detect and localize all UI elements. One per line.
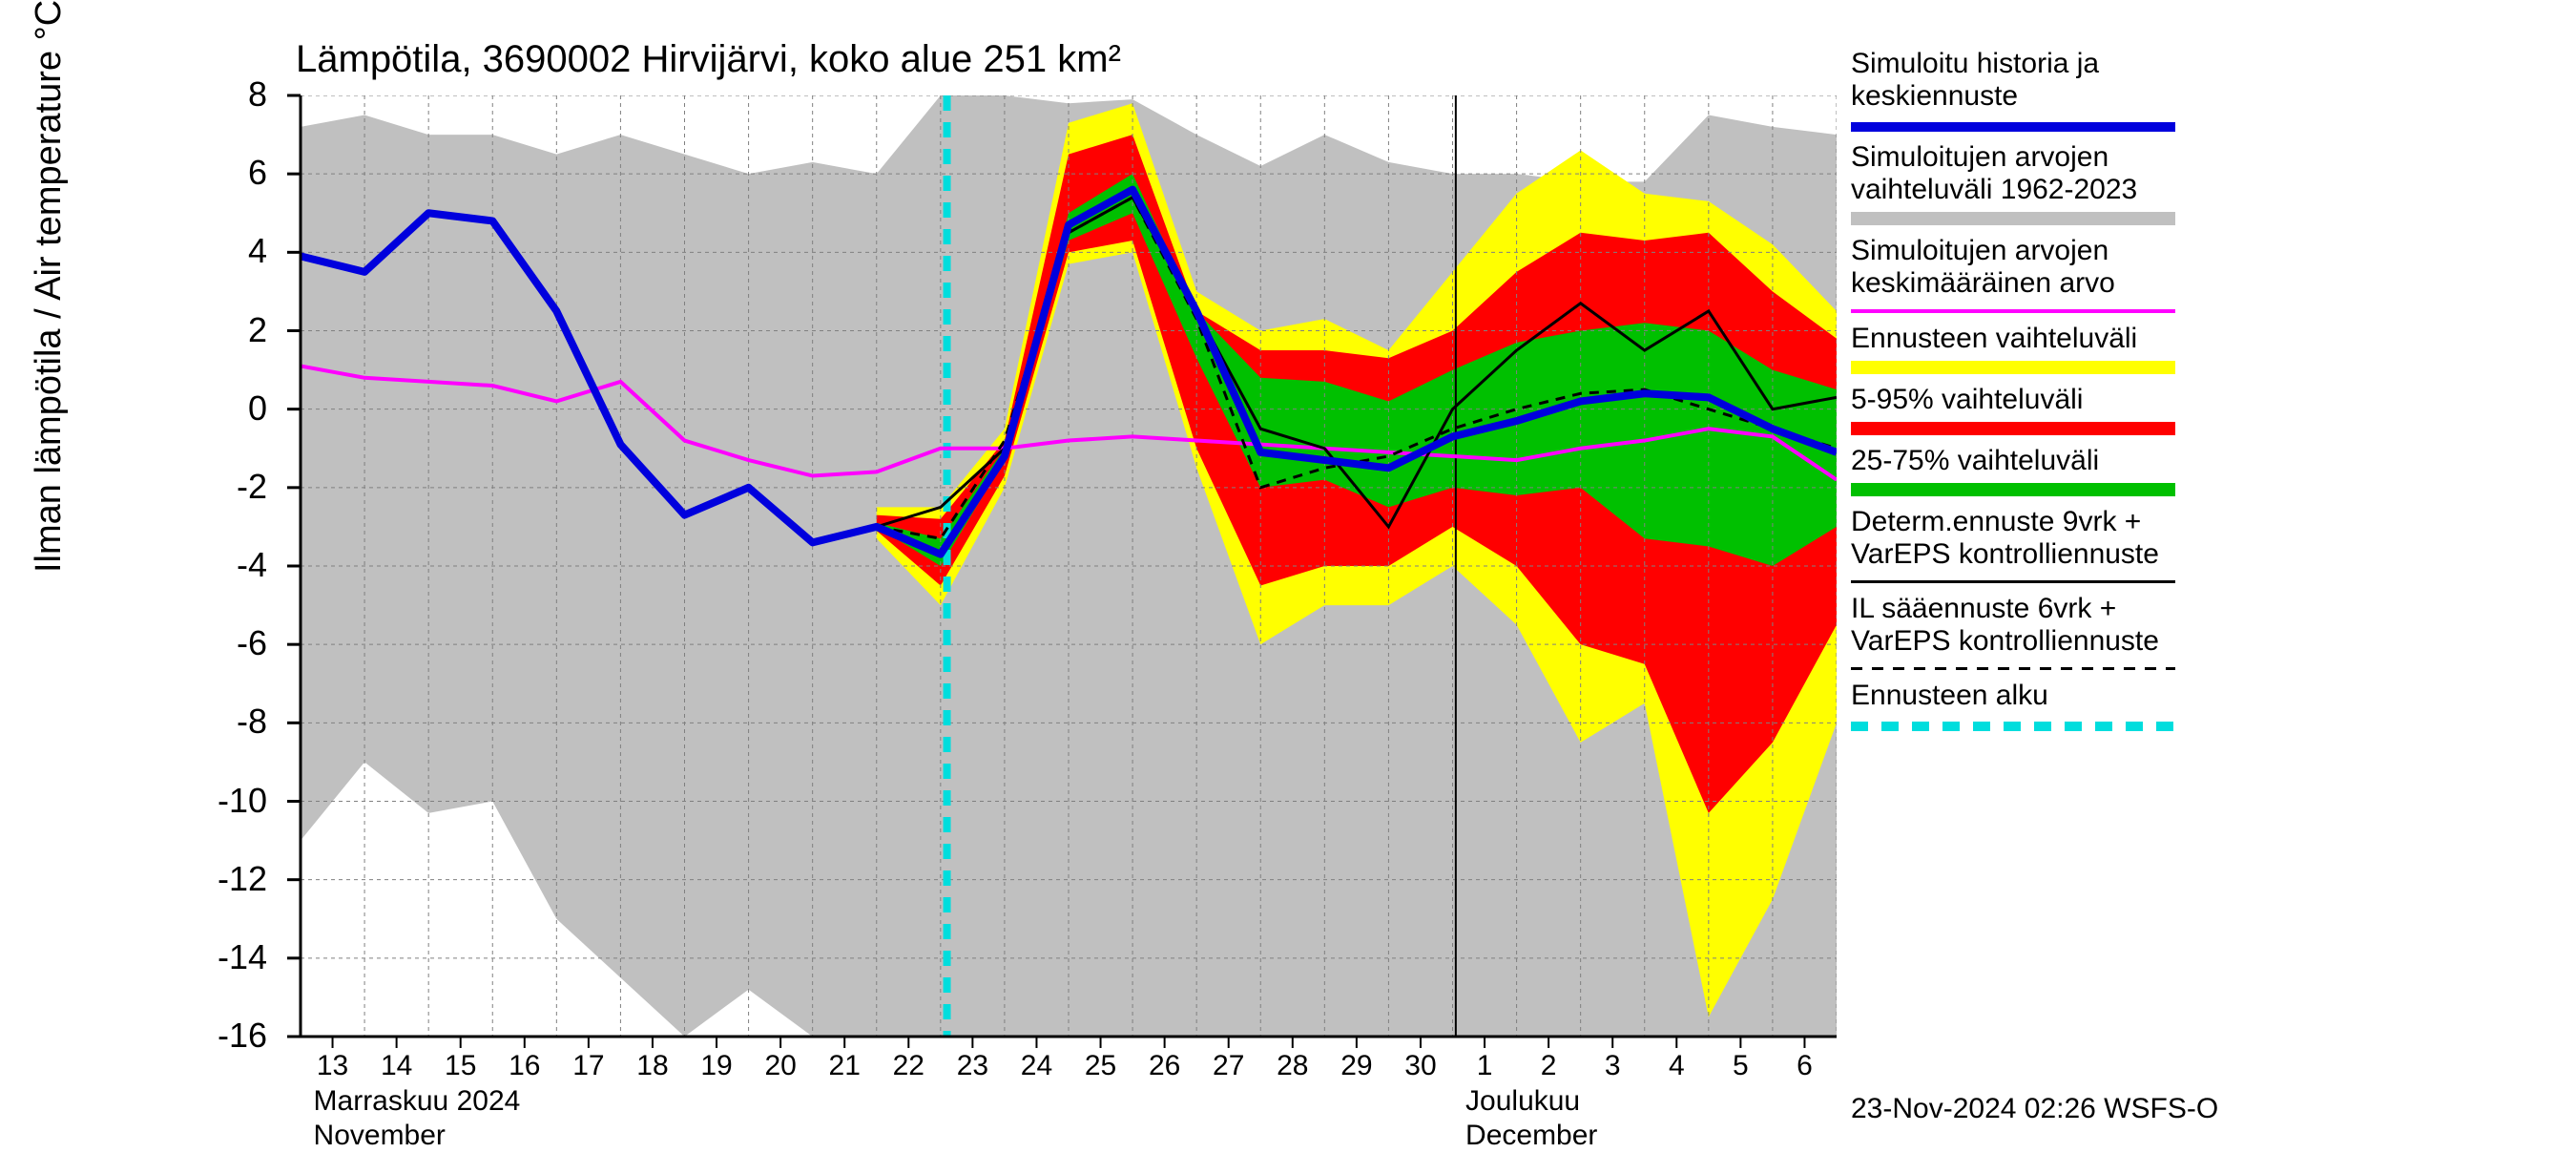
legend-item: 5-95% vaihteluväli xyxy=(1851,384,2175,435)
legend-swatch xyxy=(1851,422,2175,435)
legend-label: keskiennuste xyxy=(1851,80,2175,113)
x-tick: 4 xyxy=(1657,1050,1695,1082)
x-tick: 15 xyxy=(442,1050,480,1082)
legend-swatch xyxy=(1851,212,2175,225)
page-root: Lämpötila, 3690002 Hirvijärvi, koko alue… xyxy=(0,0,2576,1145)
y-tick: 4 xyxy=(76,231,267,271)
legend-swatch xyxy=(1851,309,2175,313)
x-tick: 3 xyxy=(1593,1050,1631,1082)
y-tick: -6 xyxy=(76,623,267,663)
legend-swatch xyxy=(1851,722,2175,731)
y-tick: -16 xyxy=(76,1016,267,1056)
legend-swatch xyxy=(1851,580,2175,583)
y-tick: -12 xyxy=(76,859,267,899)
x-tick: 27 xyxy=(1210,1050,1248,1082)
legend-label: vaihteluväli 1962-2023 xyxy=(1851,174,2175,206)
legend-item: Simuloitujen arvojenvaihteluväli 1962-20… xyxy=(1851,141,2175,225)
legend-swatch xyxy=(1851,361,2175,374)
x-tick: 19 xyxy=(697,1050,736,1082)
legend-label: 25-75% vaihteluväli xyxy=(1851,445,2175,477)
legend-swatch xyxy=(1851,483,2175,496)
legend-label: VarEPS kontrolliennuste xyxy=(1851,538,2175,571)
x-tick: 25 xyxy=(1082,1050,1120,1082)
x-tick: 5 xyxy=(1721,1050,1759,1082)
y-tick: -2 xyxy=(76,467,267,507)
x-tick: 24 xyxy=(1017,1050,1055,1082)
legend-label: Ennusteen alku xyxy=(1851,680,2175,712)
month-label: JoulukuuDecember xyxy=(1465,1084,1597,1153)
legend: Simuloitu historia jakeskiennusteSimuloi… xyxy=(1851,48,2175,741)
legend-item: IL sääennuste 6vrk + VarEPS kontrollienn… xyxy=(1851,593,2175,670)
x-tick: 21 xyxy=(825,1050,863,1082)
x-tick: 22 xyxy=(889,1050,927,1082)
legend-label: 5-95% vaihteluväli xyxy=(1851,384,2175,416)
x-tick: 6 xyxy=(1785,1050,1823,1082)
legend-item: Determ.ennuste 9vrk +VarEPS kontrollienn… xyxy=(1851,506,2175,583)
legend-label: keskimääräinen arvo xyxy=(1851,267,2175,300)
legend-swatch xyxy=(1851,122,2175,132)
x-tick: 17 xyxy=(570,1050,608,1082)
x-tick: 13 xyxy=(314,1050,352,1082)
x-tick: 1 xyxy=(1465,1050,1504,1082)
x-tick: 26 xyxy=(1146,1050,1184,1082)
legend-label: VarEPS kontrolliennuste xyxy=(1851,625,2175,658)
legend-label: Determ.ennuste 9vrk + xyxy=(1851,506,2175,538)
legend-item: Ennusteen vaihteluväli xyxy=(1851,323,2175,374)
x-tick: 30 xyxy=(1402,1050,1440,1082)
footer-timestamp: 23-Nov-2024 02:26 WSFS-O xyxy=(1851,1093,2218,1125)
y-tick: 2 xyxy=(76,310,267,350)
x-tick: 23 xyxy=(953,1050,991,1082)
x-tick: 20 xyxy=(761,1050,800,1082)
y-tick: -10 xyxy=(76,781,267,821)
legend-label: Simuloitujen arvojen xyxy=(1851,141,2175,174)
x-tick: 2 xyxy=(1529,1050,1568,1082)
y-tick: -4 xyxy=(76,545,267,585)
y-tick: -8 xyxy=(76,702,267,742)
legend-swatch xyxy=(1851,667,2175,670)
x-tick: 14 xyxy=(378,1050,416,1082)
y-tick: 6 xyxy=(76,153,267,193)
legend-item: Ennusteen alku xyxy=(1851,680,2175,731)
x-tick: 16 xyxy=(506,1050,544,1082)
legend-label: Ennusteen vaihteluväli xyxy=(1851,323,2175,355)
legend-item: Simuloitu historia jakeskiennuste xyxy=(1851,48,2175,132)
legend-item: 25-75% vaihteluväli xyxy=(1851,445,2175,496)
x-tick: 29 xyxy=(1338,1050,1376,1082)
month-label: Marraskuu 2024November xyxy=(314,1084,521,1153)
legend-label: IL sääennuste 6vrk + xyxy=(1851,593,2175,625)
legend-item: Simuloitujen arvojenkeskimääräinen arvo xyxy=(1851,235,2175,313)
x-tick: 18 xyxy=(634,1050,672,1082)
y-tick: 0 xyxy=(76,388,267,429)
x-tick: 28 xyxy=(1274,1050,1312,1082)
legend-label: Simuloitujen arvojen xyxy=(1851,235,2175,267)
y-tick: -14 xyxy=(76,937,267,977)
y-tick: 8 xyxy=(76,74,267,115)
legend-label: Simuloitu historia ja xyxy=(1851,48,2175,80)
chart-plot xyxy=(0,0,2576,1145)
